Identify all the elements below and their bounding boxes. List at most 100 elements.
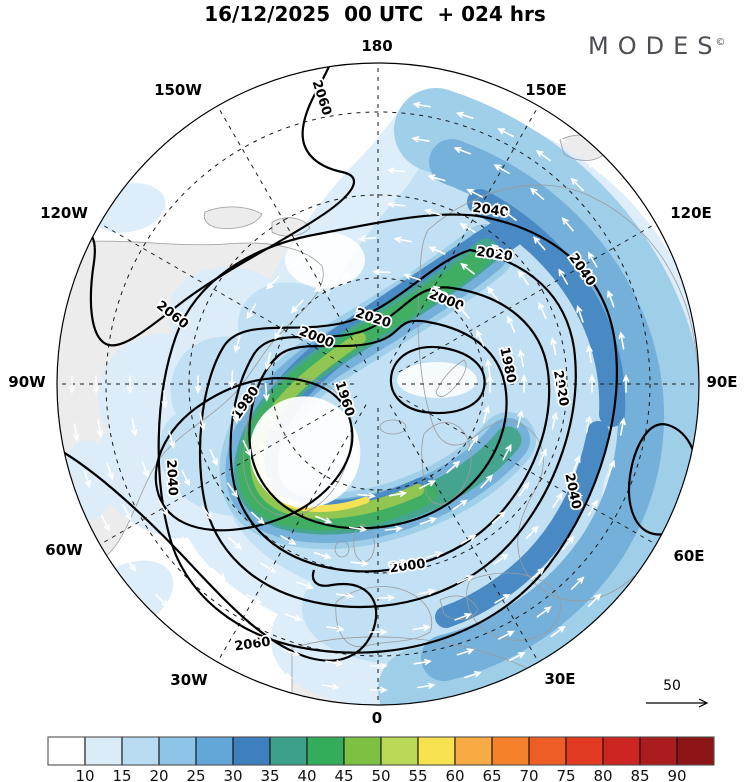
wind-arrow-icon <box>460 534 477 545</box>
wind-arrow-icon <box>393 236 412 243</box>
colorbar-cell <box>602 736 641 766</box>
wind-arrow-icon <box>290 299 304 314</box>
wind-arrow-icon <box>96 419 104 438</box>
wind-arrow-icon <box>454 613 473 621</box>
wind-arrow-icon <box>607 459 616 478</box>
wind-arrow-icon <box>538 448 547 466</box>
wind-arrow-icon <box>416 78 435 85</box>
contour-label: 2040 <box>472 201 510 221</box>
wind-arrow-icon <box>357 235 377 242</box>
colorbar-cell <box>417 736 456 766</box>
colorbar-cell <box>676 736 715 766</box>
wind-arrow-icon <box>233 335 241 354</box>
wind-arrow-icon <box>432 285 449 297</box>
wind-arrow-icon <box>369 686 388 694</box>
wind-arrow-icon <box>493 553 509 565</box>
meridian-label: 150W <box>154 81 202 99</box>
wind-arrow-icon <box>357 492 376 499</box>
colorbar-frame <box>47 736 715 766</box>
colorbar-cell <box>454 736 493 766</box>
wind-arrow-icon <box>260 562 277 573</box>
wind-arrow-icon <box>155 593 169 608</box>
wind-arrow-icon <box>491 511 506 524</box>
wind-arrow-icon <box>516 409 524 428</box>
wind-arrow-icon <box>486 286 499 302</box>
colorbar-tick-label: 60 <box>445 767 464 782</box>
wind-arrow-icon <box>419 517 438 525</box>
wind-arrow-icon <box>411 136 430 143</box>
wind-arrow-icon <box>126 375 134 394</box>
wind-arrow-icon <box>549 130 566 142</box>
wind-arrow-icon <box>588 499 598 516</box>
meridian-label: 90W <box>8 373 46 391</box>
wind-arrow-icon <box>459 223 476 233</box>
wind-arrow-icon <box>413 658 432 666</box>
wind-arrow-icon <box>554 374 562 393</box>
reference-arrow-icon <box>646 698 709 708</box>
wind-arrow-icon <box>456 575 475 584</box>
wind-arrow-icon <box>552 492 563 509</box>
wind-arrow-icon <box>419 480 436 489</box>
wind-arrow-icon <box>168 430 176 449</box>
wind-arrow-icon <box>572 455 581 473</box>
wind-arrow-icon <box>530 567 545 580</box>
wind-arrow-icon <box>282 648 301 657</box>
wind-arrow-icon <box>587 251 598 268</box>
colorbar-cell <box>121 736 160 766</box>
wind-arrow-icon <box>100 515 110 532</box>
wind-arrow-icon <box>585 415 592 434</box>
wind-arrow-icon <box>209 449 218 467</box>
meridian-label: 90E <box>706 373 737 391</box>
wind-arrow-icon <box>570 177 584 192</box>
wind-arrow-icon <box>296 581 315 590</box>
wind-arrow-icon <box>325 659 344 667</box>
wind-arrow-icon <box>315 515 333 524</box>
wind-arrow-icon <box>576 305 584 323</box>
colorbar-cell <box>306 736 345 766</box>
colorbar-cell <box>84 736 123 766</box>
wind-arrow-icon <box>491 243 506 257</box>
modes-logo-text: MODES <box>588 32 722 60</box>
colorbar-tick-label: 35 <box>260 767 279 782</box>
wind-arrow-icon <box>242 440 252 457</box>
wind-arrow-icon <box>587 593 602 607</box>
meridian-line <box>100 223 358 373</box>
wind-arrow-icon <box>369 662 388 670</box>
wind-arrow-icon <box>228 536 243 550</box>
wind-arrow-icon <box>558 268 569 285</box>
latitude-circle <box>105 111 651 657</box>
wind-arrow-icon <box>350 560 369 567</box>
wind-arrow-icon <box>226 482 239 498</box>
wind-arrow-icon <box>326 625 345 632</box>
colorbar-cell <box>195 736 234 766</box>
wind-arrow-icon <box>266 276 280 290</box>
wind-arrow-icon <box>323 241 342 250</box>
height-contour-layer <box>57 63 699 662</box>
wind-arrow-icon <box>508 106 525 116</box>
wind-arrow-icon <box>466 188 484 198</box>
wind-arrow-icon <box>427 174 446 182</box>
wind-arrow-icon <box>457 304 470 319</box>
wind-arrow-icon <box>384 525 404 533</box>
wind-arrow-icon <box>498 630 515 640</box>
chart-title: 16/12/2025 00 UTC + 024 hrs <box>204 2 546 26</box>
wind-arrow-icon <box>263 383 270 402</box>
modes-logo: MODES© <box>588 32 725 60</box>
colorbar-tick-label: 40 <box>297 767 316 782</box>
wind-arrow-icon <box>520 374 528 393</box>
wind-arrow-icon <box>335 592 355 599</box>
contour-label: 2000 <box>389 557 427 577</box>
wind-arrow-icon <box>412 624 431 631</box>
wind-arrow-icon <box>482 405 490 424</box>
wind-arrow-icon <box>518 481 530 498</box>
colorbar-tick-label: 65 <box>482 767 501 782</box>
colorbar-tick-label: 45 <box>334 767 353 782</box>
wind-arrow-icon <box>92 375 100 394</box>
wind-arrow-icon <box>228 370 236 389</box>
wind-arrow-icon <box>525 525 539 540</box>
meridian-line <box>100 395 358 545</box>
wind-arrow-icon <box>518 348 525 368</box>
reference-vector-label: 50 <box>663 678 681 694</box>
wind-arrow-icon <box>535 150 551 162</box>
